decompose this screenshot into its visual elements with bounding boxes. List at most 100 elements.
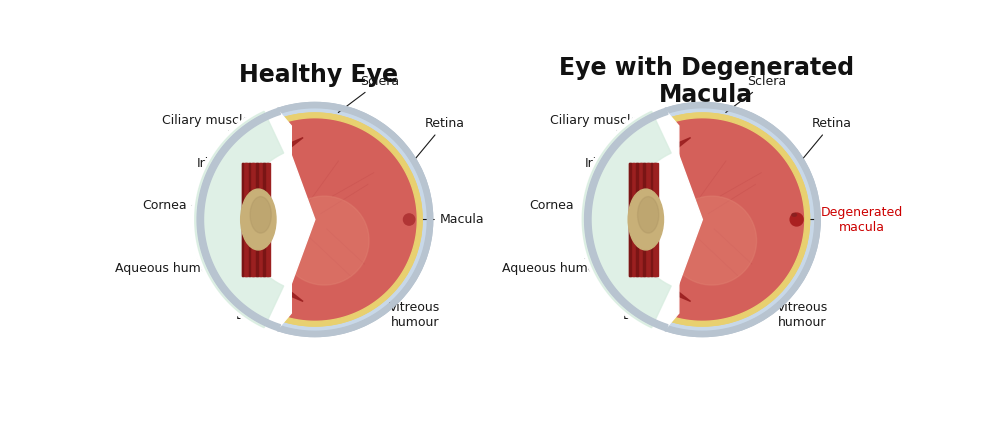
Ellipse shape (792, 213, 797, 216)
Polygon shape (195, 112, 272, 328)
Text: Eye with Degenerated
Macula: Eye with Degenerated Macula (559, 56, 854, 107)
Bar (242, 163, 270, 276)
Ellipse shape (250, 197, 271, 233)
Bar (654, 163, 656, 276)
Text: Vitreous
humour: Vitreous humour (740, 277, 828, 329)
Ellipse shape (241, 189, 276, 250)
Bar (640, 163, 642, 276)
Polygon shape (275, 103, 433, 337)
Ellipse shape (628, 189, 664, 250)
Bar (633, 163, 635, 276)
Bar (245, 163, 247, 276)
Text: Vitreous
humour: Vitreous humour (353, 277, 441, 329)
Circle shape (202, 108, 427, 331)
Text: Sclera: Sclera (726, 75, 787, 112)
Bar (640, 163, 642, 276)
Polygon shape (195, 112, 284, 328)
Bar (654, 163, 656, 276)
Polygon shape (585, 109, 702, 329)
Bar (267, 163, 268, 276)
Ellipse shape (249, 194, 272, 234)
Ellipse shape (241, 189, 276, 250)
Text: Aqueous humor: Aqueous humor (115, 250, 227, 275)
Text: Healthy Eye: Healthy Eye (239, 63, 398, 87)
Bar (643, 163, 645, 276)
Polygon shape (270, 152, 288, 163)
Circle shape (585, 103, 820, 337)
Text: Ciliary muscle: Ciliary muscle (162, 114, 268, 148)
Bar (651, 163, 652, 276)
Text: Cornea: Cornea (142, 199, 208, 212)
Polygon shape (582, 112, 671, 328)
Bar (636, 163, 638, 276)
Polygon shape (270, 137, 303, 163)
Text: Iris: Iris (197, 157, 256, 174)
Polygon shape (191, 104, 291, 335)
Polygon shape (197, 108, 280, 331)
Ellipse shape (628, 189, 664, 250)
Bar (629, 163, 658, 276)
Text: Sclera: Sclera (338, 75, 399, 112)
Bar (252, 163, 254, 276)
Bar (629, 163, 631, 276)
Bar (256, 163, 258, 276)
Circle shape (590, 108, 815, 331)
Polygon shape (612, 140, 669, 298)
Text: Lens: Lens (623, 257, 652, 322)
Bar (242, 163, 244, 276)
Circle shape (403, 214, 415, 225)
Text: Aqueous humor: Aqueous humor (502, 250, 615, 275)
Circle shape (197, 103, 433, 337)
Polygon shape (197, 108, 280, 331)
Polygon shape (658, 276, 691, 301)
Text: Iris: Iris (585, 157, 643, 174)
Circle shape (595, 113, 810, 326)
Circle shape (212, 118, 417, 321)
Circle shape (600, 118, 805, 321)
Circle shape (208, 113, 422, 326)
Bar (242, 163, 243, 276)
Polygon shape (225, 140, 281, 298)
Text: Retina: Retina (801, 117, 852, 161)
Bar (242, 163, 270, 276)
Bar (643, 163, 645, 276)
Bar (263, 163, 265, 276)
Bar (249, 163, 251, 276)
Polygon shape (658, 276, 675, 287)
Text: Degenerated
macula: Degenerated macula (803, 206, 903, 234)
Polygon shape (669, 113, 810, 326)
Circle shape (280, 196, 369, 285)
Bar (267, 163, 268, 276)
Bar (647, 163, 649, 276)
Bar (647, 163, 649, 276)
Bar (245, 163, 247, 276)
Polygon shape (282, 113, 422, 326)
Bar (651, 163, 652, 276)
Polygon shape (197, 109, 315, 329)
Text: Macula: Macula (415, 213, 484, 226)
Text: Retina: Retina (413, 117, 464, 161)
Polygon shape (582, 112, 659, 328)
Polygon shape (270, 276, 303, 301)
Text: Cornea: Cornea (529, 199, 596, 212)
Circle shape (667, 196, 757, 285)
Ellipse shape (638, 197, 659, 233)
Bar (629, 163, 631, 276)
Bar (260, 163, 261, 276)
Polygon shape (579, 104, 679, 335)
Bar (249, 163, 250, 276)
Ellipse shape (637, 194, 660, 234)
Bar (263, 163, 265, 276)
Polygon shape (658, 152, 675, 163)
Bar (636, 163, 638, 276)
Text: Ciliary muscle: Ciliary muscle (550, 114, 655, 148)
Bar (256, 163, 258, 276)
Bar (633, 163, 634, 276)
Text: Lens: Lens (236, 257, 265, 322)
Polygon shape (585, 108, 668, 331)
Bar (252, 163, 254, 276)
Polygon shape (270, 276, 288, 287)
Polygon shape (662, 103, 820, 337)
Bar (260, 163, 261, 276)
Polygon shape (658, 137, 691, 163)
